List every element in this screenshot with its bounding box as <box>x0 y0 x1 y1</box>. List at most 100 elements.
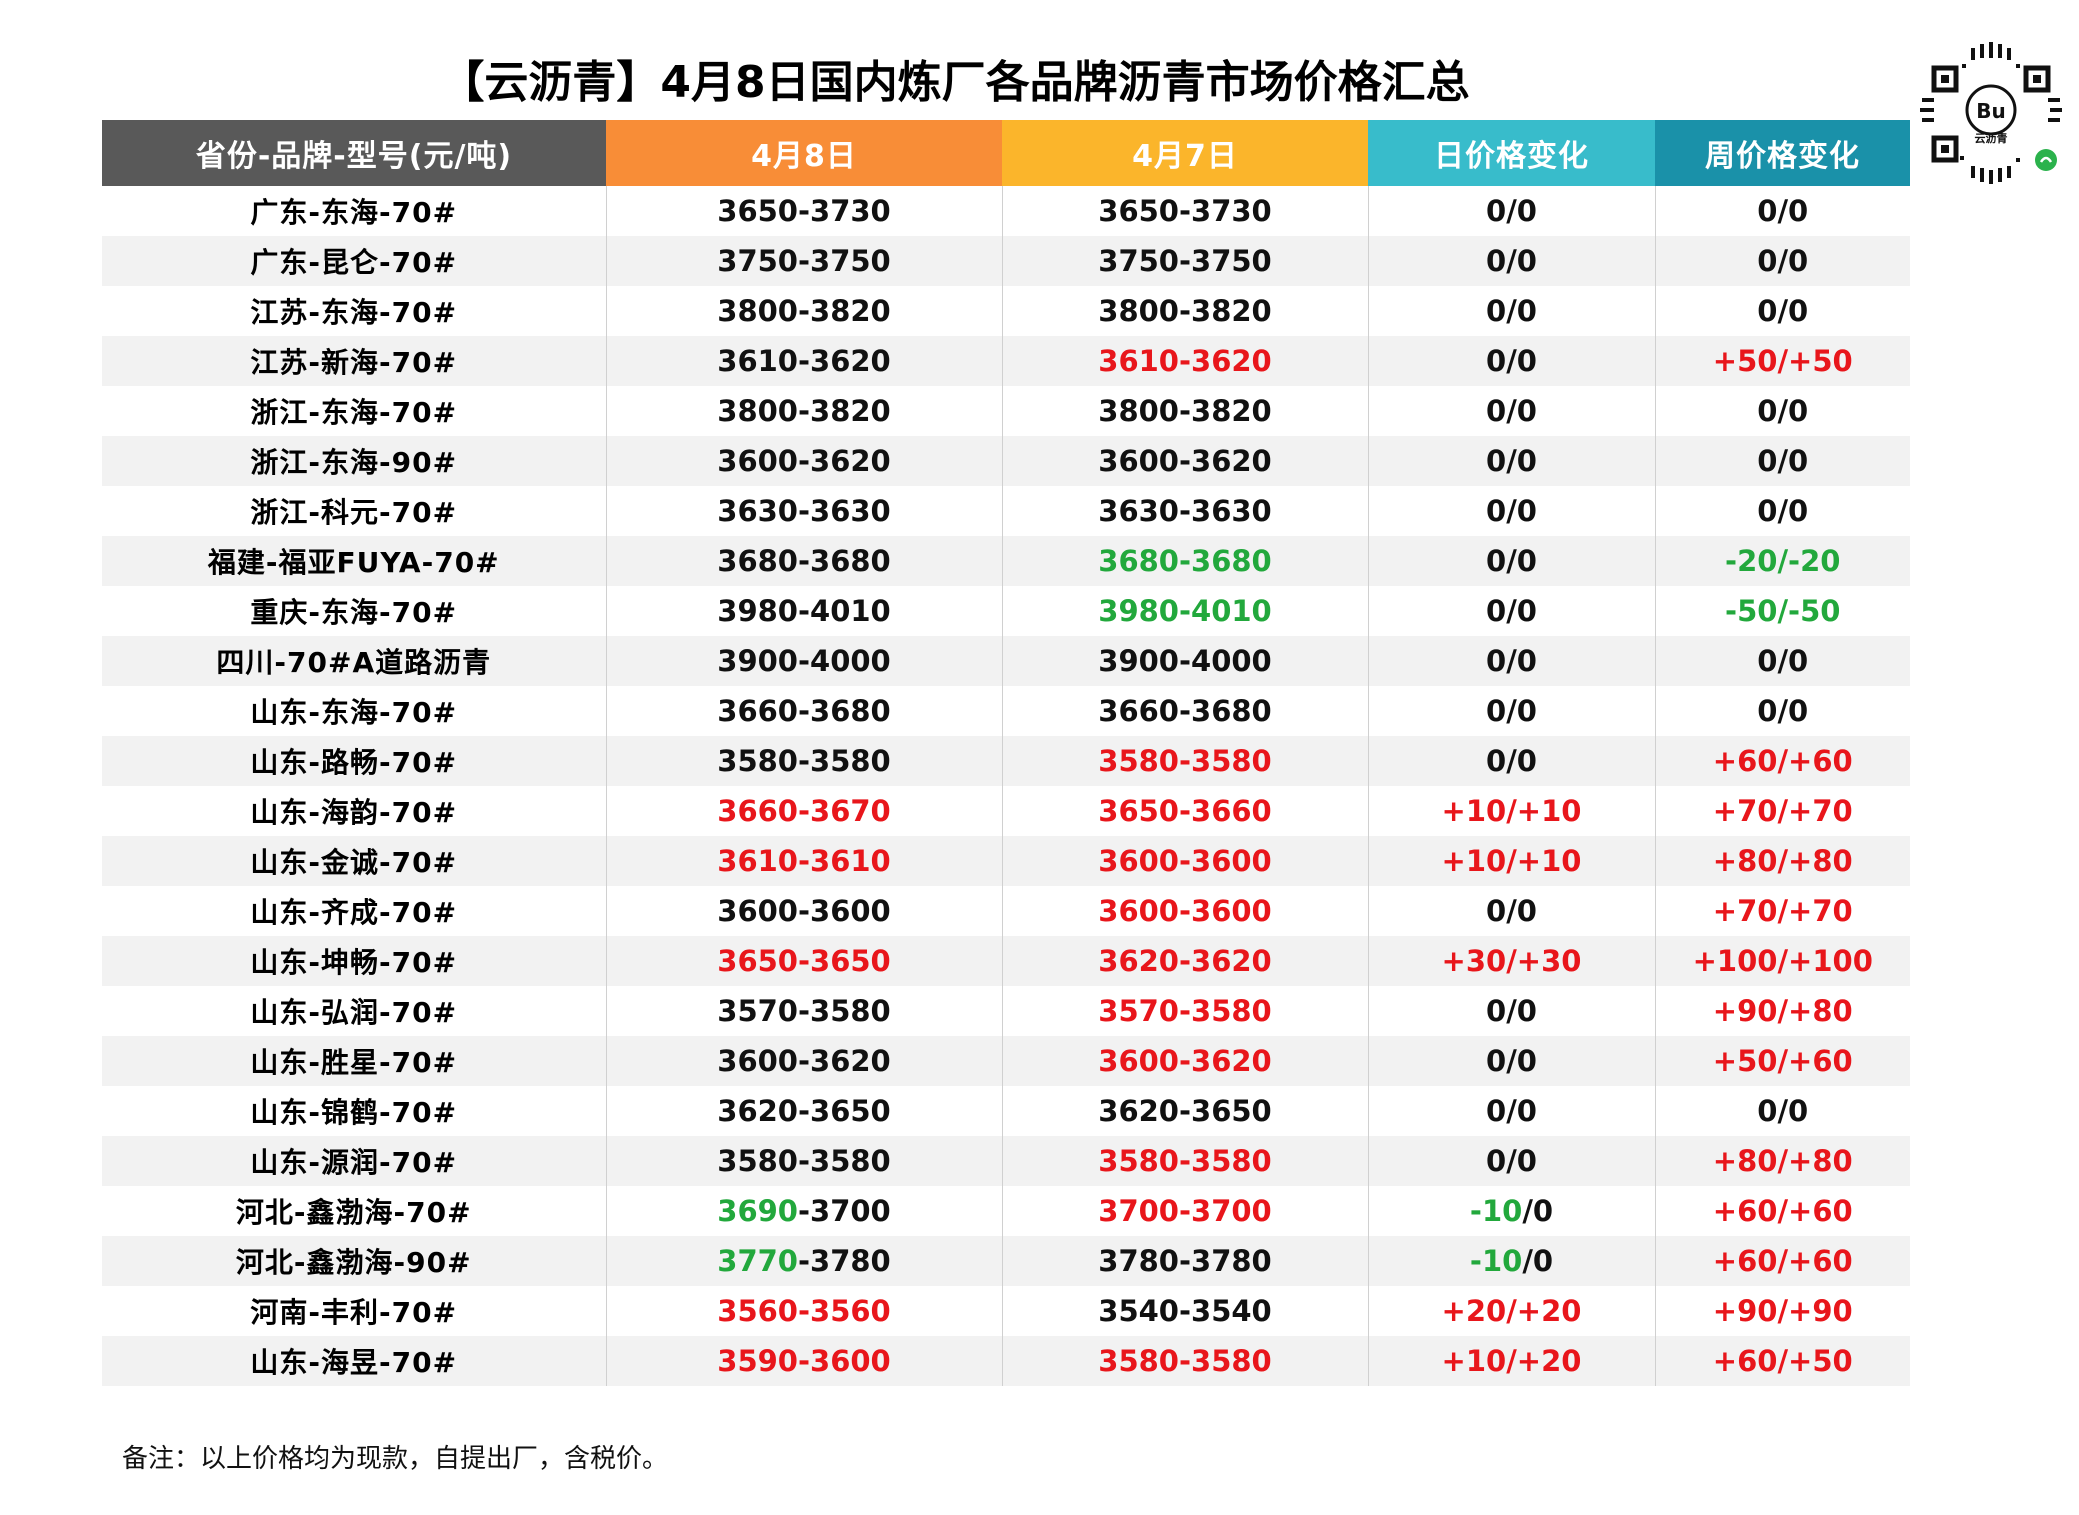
week-change-cell: +80/+80 <box>1654 836 1910 886</box>
price-apr7-cell: 3600-3620 <box>1001 1036 1368 1086</box>
cell-value: +70/+70 <box>1712 794 1853 828</box>
price-apr8-cell: 3580-3580 <box>605 1136 1002 1186</box>
cell-value: 3650-3730 <box>717 194 891 228</box>
table-row: 四川-70#A道路沥青 3900-4000 3900-4000 0/0 0/0 <box>102 636 1910 686</box>
week-change-cell: 0/0 <box>1654 436 1910 486</box>
week-change-cell: +50/+60 <box>1654 1036 1910 1086</box>
cell-value: 0/0 <box>1486 344 1537 378</box>
price-apr7-cell: 3680-3680 <box>1001 536 1368 586</box>
cell-value: +80/+80 <box>1712 844 1853 878</box>
cell-value: 3580-3580 <box>717 1144 891 1178</box>
cell-value: -10 <box>1469 1244 1523 1278</box>
brand-cell: 河北-鑫渤海-70# <box>235 1196 472 1229</box>
brand-cell: 重庆-东海-70# <box>250 596 458 629</box>
price-apr8-cell: 3660-3680 <box>605 686 1002 736</box>
cell-value: 0/0 <box>1486 444 1537 478</box>
brand-cell: 山东-海韵-70# <box>250 796 458 829</box>
price-apr7-cell: 3600-3620 <box>1001 436 1368 486</box>
table-row: 福建-福亚FUYA-70# 3680-3680 3680-3680 0/0 -20/-2… <box>102 536 1910 586</box>
cell-value: 3600-3600 <box>1098 844 1272 878</box>
brand-cell: 江苏-新海-70# <box>102 336 606 386</box>
price-apr8-cell: 3620-3650 <box>605 1086 1002 1136</box>
week-change-cell: 0/0 <box>1654 1086 1910 1136</box>
cell-value: 3650-3650 <box>717 944 891 978</box>
week-change-cell: +60/+60 <box>1654 1186 1910 1236</box>
price-apr7-cell: 3580-3580 <box>1001 1136 1368 1186</box>
price-apr7-cell: 3650-3660 <box>1001 786 1368 836</box>
table-row: 河北-鑫渤海-70# 3690-3700 3700-3700 -10/0 +60/+60 <box>102 1186 1910 1236</box>
week-change-cell: +60/+60 <box>1654 736 1910 786</box>
column-header-day-change: 日价格变化 <box>1368 120 1655 186</box>
brand-cell: 山东-坤畅-70# <box>102 936 606 986</box>
price-apr7-cell: 3980-4010 <box>1001 586 1368 636</box>
price-apr8-cell: 3650-3730 <box>605 186 1002 236</box>
cell-value: 0/0 <box>1757 494 1809 528</box>
table-row: 山东-东海-70# 3660-3680 3660-3680 0/0 0/0 <box>102 686 1910 736</box>
cell-value: 3800-3820 <box>717 294 891 328</box>
price-apr7-cell: 3750-3750 <box>1001 236 1368 286</box>
cell-value: -10 <box>1469 1194 1523 1228</box>
price-apr8-cell: 3800-3820 <box>605 386 1002 436</box>
week-change-cell: 0/0 <box>1654 286 1910 336</box>
brand-cell: 河南-丰利-70# <box>250 1296 458 1329</box>
cell-value: 3580-3580 <box>717 744 891 778</box>
price-apr8-cell: 3560-3560 <box>605 1286 1002 1336</box>
day-change-cell: 0/0 <box>1367 986 1655 1036</box>
cell-value: -20/-20 <box>1725 544 1841 578</box>
cell-value: 3680-3680 <box>717 544 891 578</box>
price-apr8-cell: 3600-3620 <box>605 1036 1002 1086</box>
cell-value: +60/+60 <box>1712 1244 1853 1278</box>
table-row: 山东-齐成-70# 3600-3600 3600-3600 0/0 +70/+70 <box>102 886 1910 936</box>
price-apr7-cell: 3660-3680 <box>1001 686 1368 736</box>
day-change-cell: -10/0 <box>1367 1186 1655 1236</box>
qr-label: 云沥青 <box>1975 131 2008 145</box>
cell-value: +10/+20 <box>1441 1344 1582 1378</box>
table-row: 广东-昆仑-70# 3750-3750 3750-3750 0/0 0/0 <box>102 236 1910 286</box>
cell-value: 0/0 <box>1757 644 1809 678</box>
price-apr8-cell: 3650-3650 <box>605 936 1002 986</box>
price-apr7-cell: 3800-3820 <box>1001 286 1368 336</box>
cell-value: +60/+60 <box>1712 744 1853 778</box>
cell-value: 3650-3660 <box>1098 794 1272 828</box>
cell-value: 3680-3680 <box>1098 544 1272 578</box>
week-change-cell: +50/+50 <box>1654 336 1910 386</box>
cell-value: +90/+90 <box>1712 1294 1853 1328</box>
cell-value: 3750-3750 <box>717 244 891 278</box>
price-apr8-cell: 3680-3680 <box>605 536 1002 586</box>
cell-value: 3690 <box>717 1194 798 1228</box>
week-change-cell: -50/-50 <box>1654 586 1910 636</box>
cell-value: 0/0 <box>1486 744 1537 778</box>
week-change-cell: 0/0 <box>1654 236 1910 286</box>
day-change-cell: 0/0 <box>1367 636 1655 686</box>
cell-value: 0/0 <box>1757 244 1809 278</box>
week-change-cell: 0/0 <box>1654 636 1910 686</box>
footnote: 备注：以上价格均为现款，自提出厂，含税价。 <box>122 1444 669 1474</box>
cell-value: 3620-3620 <box>1098 944 1272 978</box>
day-change-cell: +10/+20 <box>1367 1336 1655 1386</box>
cell-value: 3770 <box>717 1244 798 1278</box>
price-apr7-cell: 3580-3580 <box>1001 736 1368 786</box>
cell-value: 0/0 <box>1757 294 1809 328</box>
day-change-cell: 0/0 <box>1367 386 1655 436</box>
price-apr7-cell: 3580-3580 <box>1001 1336 1368 1386</box>
price-apr7-cell: 3650-3730 <box>1001 186 1368 236</box>
price-apr7-cell: 3800-3820 <box>1001 386 1368 436</box>
table-row: 浙江-东海-70# 3800-3820 3800-3820 0/0 0/0 <box>102 386 1910 436</box>
qr-code[interactable]: Bu 云沥青 <box>1916 38 2066 188</box>
cell-value: 3780-3780 <box>1098 1244 1272 1278</box>
price-apr7-cell: 3900-4000 <box>1001 636 1368 686</box>
cell-value: /0 <box>1522 1194 1554 1228</box>
cell-value: -3780 <box>797 1244 891 1278</box>
week-change-cell: 0/0 <box>1654 686 1910 736</box>
day-change-cell: +10/+10 <box>1367 836 1655 886</box>
cell-value: 3800-3820 <box>1098 394 1272 428</box>
price-apr7-cell: 3540-3540 <box>1001 1286 1368 1336</box>
cell-value: +100/+100 <box>1692 944 1873 978</box>
cell-value: 0/0 <box>1757 394 1809 428</box>
brand-cell: 山东-海昱-70# <box>102 1336 606 1386</box>
price-apr8-cell: 3610-3620 <box>605 336 1002 386</box>
week-change-cell: +80/+80 <box>1654 1136 1910 1186</box>
price-apr7-cell: 3700-3700 <box>1001 1186 1368 1236</box>
table-row: 江苏-东海-70# 3800-3820 3800-3820 0/0 0/0 <box>102 286 1910 336</box>
day-change-cell: 0/0 <box>1367 536 1655 586</box>
